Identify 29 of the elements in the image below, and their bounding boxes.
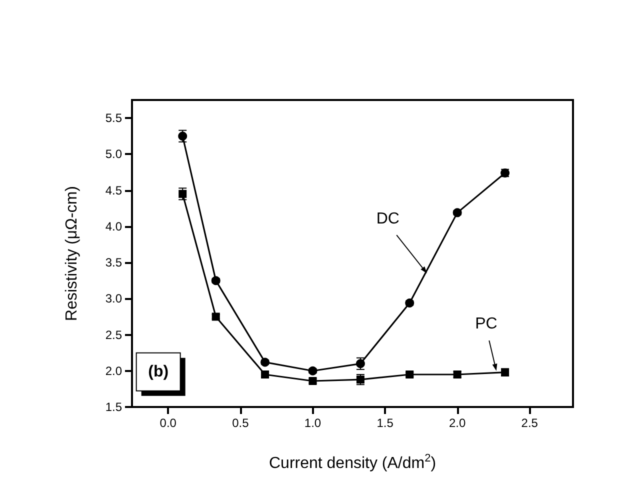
point xyxy=(178,190,187,198)
x-tick-label: 0.5 xyxy=(232,416,250,430)
point xyxy=(260,358,270,367)
x-tick-label: 1.0 xyxy=(304,416,322,430)
y-tick-label: 1.5 xyxy=(105,400,122,414)
y-tick-label: 2.0 xyxy=(105,364,122,378)
y-tick-label: 4.5 xyxy=(105,183,122,198)
y-tick-label: 2.5 xyxy=(105,328,122,342)
y-tick-label: 5.5 xyxy=(105,111,122,126)
annotation: (b) xyxy=(148,363,169,380)
x-tick-label: 2.5 xyxy=(521,416,538,430)
point xyxy=(356,376,364,384)
text: DC xyxy=(376,210,400,228)
point xyxy=(211,276,220,286)
y-tick-label: 3.0 xyxy=(105,292,122,306)
point xyxy=(356,359,365,368)
point xyxy=(405,298,414,308)
point xyxy=(261,370,270,378)
point xyxy=(308,366,318,376)
text: PC xyxy=(475,315,498,332)
x-tick-label: 1.5 xyxy=(376,416,394,430)
x-tick-label: 2.0 xyxy=(448,416,466,430)
y-tick-label: 5.0 xyxy=(105,147,122,162)
y-axis-title: Resistivity (μΩ-cm) xyxy=(64,186,80,321)
x-tick-label: 0.0 xyxy=(160,416,177,430)
y-tick-label: 4.0 xyxy=(105,219,122,234)
y-tick-label: 3.5 xyxy=(105,256,122,270)
point xyxy=(452,208,462,218)
point xyxy=(178,132,188,141)
